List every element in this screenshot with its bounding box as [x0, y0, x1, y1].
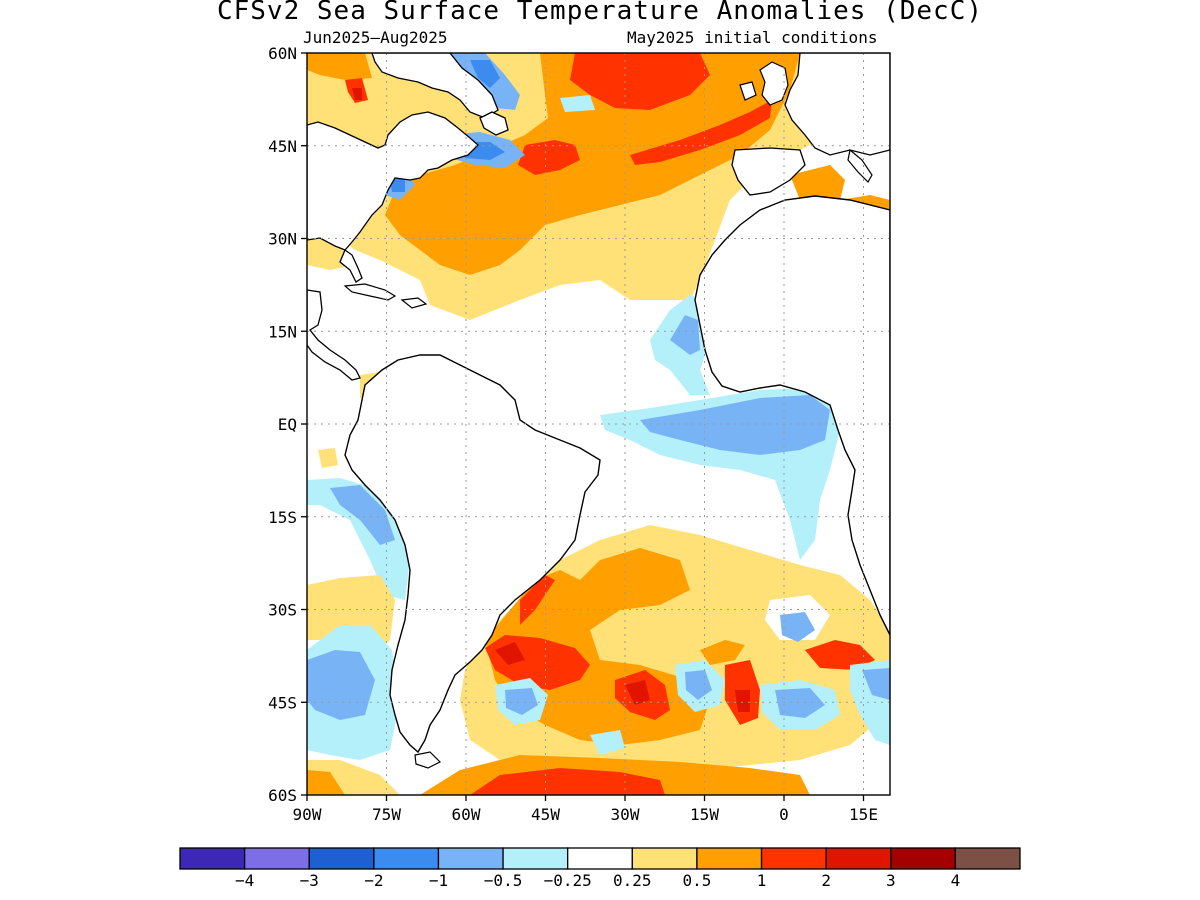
lat-tick-label: 45N: [268, 137, 297, 156]
newfoundland-land: [479, 111, 509, 136]
lon-tick-label: 15W: [690, 805, 719, 824]
colorbar-swatch: [696, 847, 763, 870]
lon-tick-label: 60W: [452, 805, 481, 824]
lat-tick-label: 15N: [268, 322, 297, 341]
map-plot-area: [307, 53, 890, 795]
central-america-land: [307, 289, 361, 381]
lon-tick-label: 15E: [849, 805, 878, 824]
lat-tick-label: 30N: [268, 230, 297, 249]
colorbar-label: −3: [300, 871, 319, 890]
colorbar-swatch: [890, 847, 957, 870]
iberia-land: [731, 147, 806, 196]
florida-land: [339, 248, 363, 283]
colorbar-label: −0.25: [544, 871, 592, 890]
colorbar-swatch: [437, 847, 504, 870]
colorbar-label: −2: [364, 871, 383, 890]
lon-tick-label: 30W: [611, 805, 640, 824]
colorbar-swatch: [567, 847, 633, 870]
colorbar-label: 1: [757, 871, 767, 890]
colorbar-swatch: [243, 847, 310, 870]
tierra-del-fuego-land: [414, 751, 442, 769]
lon-tick-label: 45W: [531, 805, 560, 824]
lat-tick-label: 60S: [268, 786, 297, 805]
colorbar-swatch: [502, 847, 569, 870]
colorbar-swatch: [825, 847, 892, 870]
colorbar-swatch: [954, 847, 1021, 870]
europe-land: [784, 53, 890, 156]
colorbar-label: −1: [429, 871, 448, 890]
colorbar-label: −4: [235, 871, 254, 890]
colorbar-swatch: [631, 847, 698, 870]
lon-tick-label: 90W: [293, 805, 322, 824]
map-gridlines: [307, 53, 890, 795]
colorbar-label: 3: [886, 871, 896, 890]
land-masses: [307, 53, 890, 769]
colorbar-swatch: [760, 847, 827, 870]
lat-tick-label: 30S: [268, 601, 297, 620]
initial-conditions: May2025 initial conditions: [627, 28, 878, 47]
lat-tick-label: 60N: [268, 44, 297, 63]
colorbar-label: 2: [821, 871, 831, 890]
anomaly-fill-north: [307, 53, 890, 320]
forecast-period: Jun2025–Aug2025: [303, 28, 448, 47]
lon-tick-label: 75W: [372, 805, 401, 824]
colorbar-swatch: [179, 847, 246, 870]
lat-tick-label: 45S: [268, 693, 297, 712]
colorbar-label: 0.5: [682, 871, 711, 890]
ireland-land: [739, 81, 757, 101]
colorbar-label: −0.5: [484, 871, 523, 890]
cuba-land: [343, 283, 397, 301]
south-america-land: [344, 354, 601, 754]
colorbar-labels: −4 −3 −2 −1 −0.5 −0.25 0.25 0.5 1 2 3 4: [235, 871, 960, 890]
hispaniola-land: [400, 297, 428, 309]
colorbar-boxes: [179, 847, 1021, 870]
anomaly-fill-tropics: [307, 295, 840, 600]
colorbar-swatch: [308, 847, 375, 870]
british-isles-land: [759, 61, 789, 106]
lon-tick-label: 0: [779, 805, 789, 824]
chart-title: CFSv2 Sea Surface Temperature Anomalies …: [216, 0, 984, 26]
africa-land: [694, 195, 890, 636]
north-america-land: [307, 111, 479, 251]
lat-tick-label: EQ: [278, 415, 297, 434]
lat-tick-label: 15S: [268, 508, 297, 527]
italy-land: [847, 148, 873, 183]
colorbar-label: 0.25: [613, 871, 652, 890]
colorbar-label: 4: [951, 871, 961, 890]
canada-northeast-land: [371, 53, 499, 119]
colorbar-swatch: [373, 847, 440, 870]
